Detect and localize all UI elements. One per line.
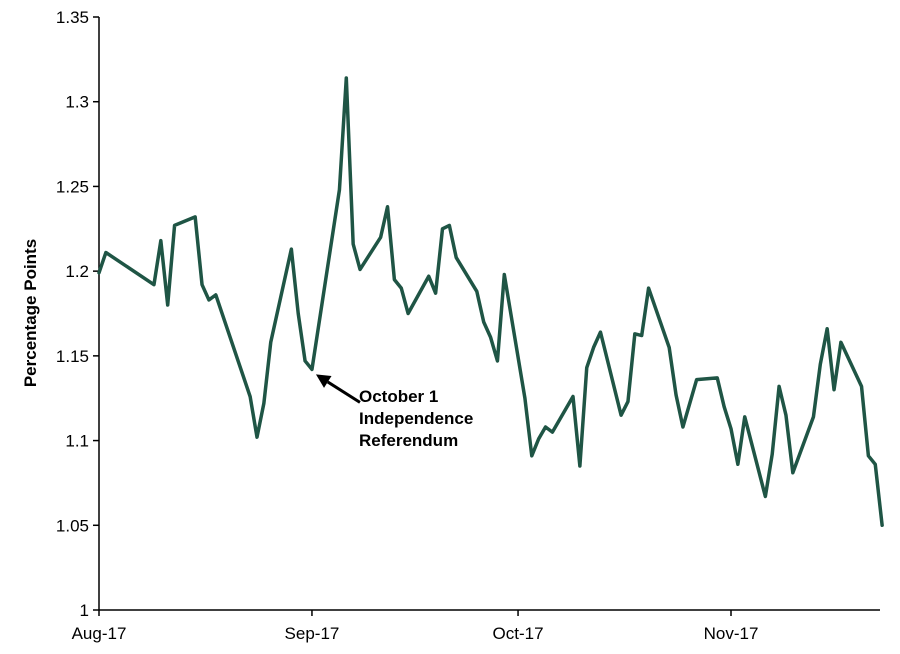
- annotation-line: October 1: [359, 387, 438, 406]
- x-tick-label: Aug-17: [72, 624, 127, 643]
- annotation-arrow-head: [315, 374, 332, 388]
- annotation-line: Referendum: [359, 431, 458, 450]
- annotation-arrow: [326, 380, 361, 404]
- y-tick-label: 1.35: [56, 8, 89, 27]
- y-tick-label: 1.15: [56, 347, 89, 366]
- x-axis-ticks: Aug-17 Sep-17 Oct-17 Nov-17: [72, 610, 759, 643]
- y-tick-label: 1.05: [56, 516, 89, 535]
- y-tick-label: 1.1: [65, 432, 89, 451]
- annotation-text: October 1 Independence Referendum: [359, 387, 473, 450]
- x-tick-label: Sep-17: [285, 624, 340, 643]
- series-points: [98, 76, 884, 526]
- x-tick-label: Oct-17: [493, 624, 544, 643]
- plot-area: 1 1.05 1.1 1.15 1.2 1.25 1.3 1.35 Aug-17 Sep-17 O…: [56, 8, 884, 643]
- referendum-annotation: October 1 Independence Referendum: [315, 374, 473, 450]
- x-tick-label: Nov-17: [704, 624, 759, 643]
- y-axis-title: Percentage Points: [21, 239, 40, 387]
- y-tick-label: 1.3: [65, 93, 89, 112]
- y-tick-label: 1.2: [65, 262, 89, 281]
- y-tick-label: 1.25: [56, 177, 89, 196]
- y-tick-label: 1: [80, 601, 89, 620]
- y-axis-ticks: 1 1.05 1.1 1.15 1.2 1.25 1.3 1.35: [56, 8, 99, 620]
- annotation-line: Independence: [359, 409, 473, 428]
- series-line: [97, 76, 884, 528]
